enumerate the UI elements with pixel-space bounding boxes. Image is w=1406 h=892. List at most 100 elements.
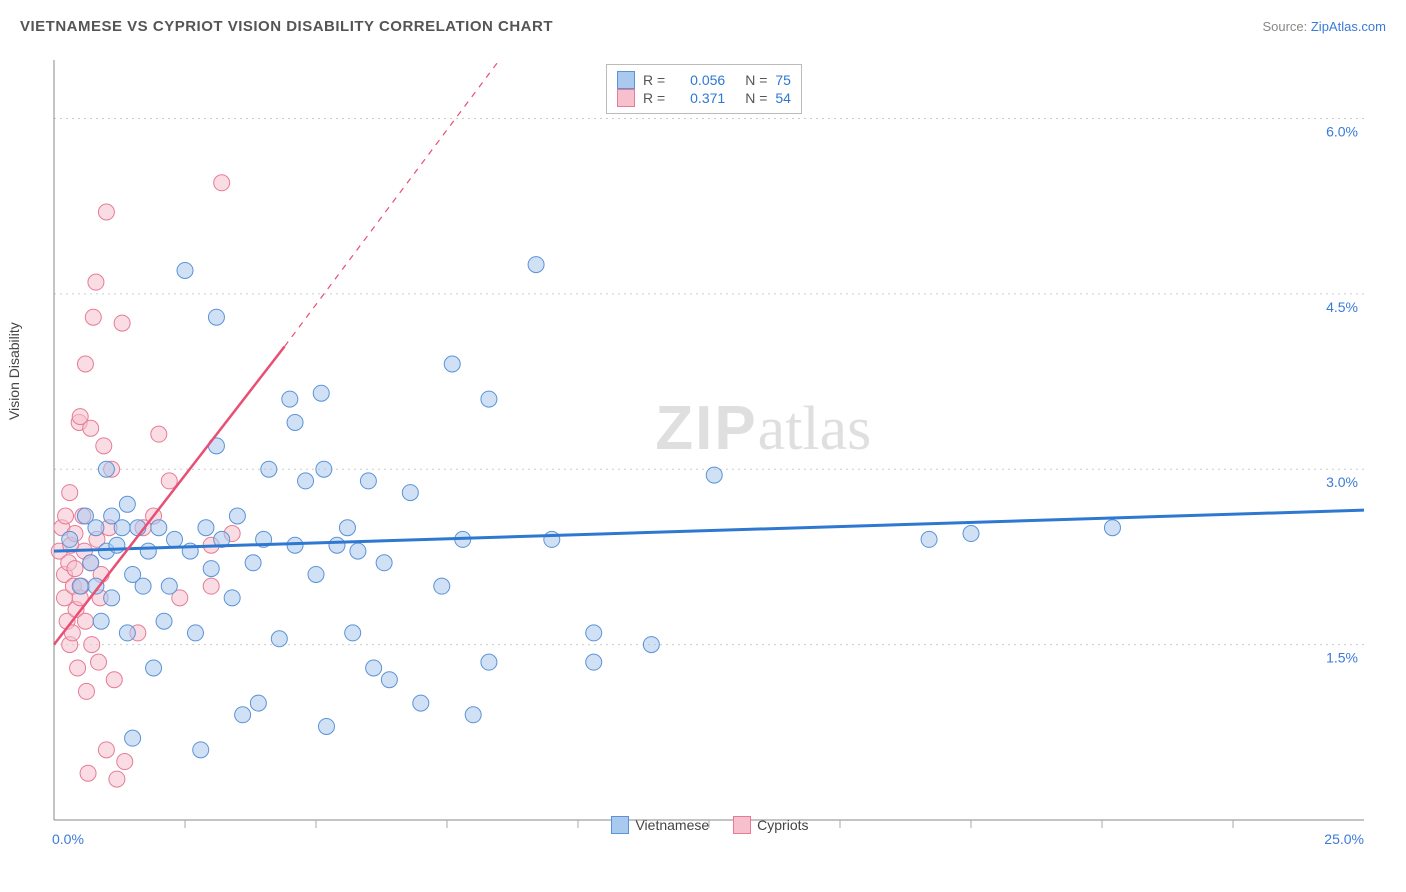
r-label: R =	[643, 72, 665, 88]
chart-title: VIETNAMESE VS CYPRIOT VISION DISABILITY …	[20, 18, 553, 35]
point-vietnamese	[465, 707, 481, 723]
point-vietnamese	[376, 555, 392, 571]
point-vietnamese	[151, 520, 167, 536]
point-vietnamese	[245, 555, 261, 571]
n-value: 54	[775, 90, 791, 106]
point-vietnamese	[586, 654, 602, 670]
point-vietnamese	[287, 537, 303, 553]
point-cypriot	[98, 742, 114, 758]
point-vietnamese	[198, 520, 214, 536]
point-cypriot	[106, 672, 122, 688]
point-cypriot	[80, 765, 96, 781]
point-vietnamese	[643, 637, 659, 653]
legend-label: Vietnamese	[635, 817, 709, 833]
point-cypriot	[83, 420, 99, 436]
legend-label: Cypriots	[757, 817, 808, 833]
point-vietnamese	[413, 695, 429, 711]
point-vietnamese	[544, 531, 560, 547]
point-vietnamese	[316, 461, 332, 477]
swatch-icon	[611, 816, 629, 834]
stats-legend: R = 0.056 N = 75 R = 0.371 N = 54	[606, 64, 802, 114]
point-vietnamese	[177, 262, 193, 278]
point-cypriot	[117, 754, 133, 770]
point-vietnamese	[434, 578, 450, 594]
scatter-chart: 1.5%3.0%4.5%6.0%0.0%25.0%	[44, 50, 1376, 840]
point-cypriot	[77, 356, 93, 372]
point-vietnamese	[706, 467, 722, 483]
point-cypriot	[77, 613, 93, 629]
r-value: 0.056	[673, 72, 725, 88]
point-vietnamese	[135, 578, 151, 594]
source-link[interactable]: ZipAtlas.com	[1311, 19, 1386, 34]
point-cypriot	[84, 637, 100, 653]
r-label: R =	[643, 90, 665, 106]
point-vietnamese	[146, 660, 162, 676]
point-cypriot	[214, 175, 230, 191]
point-vietnamese	[235, 707, 251, 723]
n-value: 75	[775, 72, 791, 88]
r-value: 0.371	[673, 90, 725, 106]
point-vietnamese	[350, 543, 366, 559]
point-cypriot	[151, 426, 167, 442]
point-vietnamese	[93, 613, 109, 629]
point-vietnamese	[444, 356, 460, 372]
point-vietnamese	[203, 561, 219, 577]
point-vietnamese	[109, 537, 125, 553]
point-cypriot	[78, 683, 94, 699]
point-vietnamese	[119, 625, 135, 641]
point-cypriot	[88, 274, 104, 290]
point-cypriot	[70, 660, 86, 676]
point-cypriot	[85, 309, 101, 325]
point-vietnamese	[161, 578, 177, 594]
point-cypriot	[62, 485, 78, 501]
point-vietnamese	[271, 631, 287, 647]
point-vietnamese	[208, 309, 224, 325]
point-vietnamese	[261, 461, 277, 477]
point-vietnamese	[167, 531, 183, 547]
point-vietnamese	[921, 531, 937, 547]
point-cypriot	[67, 561, 83, 577]
point-cypriot	[96, 438, 112, 454]
point-vietnamese	[313, 385, 329, 401]
n-label: N =	[745, 72, 767, 88]
trend-cypriot-extrapolated	[285, 60, 500, 346]
point-vietnamese	[83, 555, 99, 571]
point-vietnamese	[125, 730, 141, 746]
point-vietnamese	[329, 537, 345, 553]
point-vietnamese	[298, 473, 314, 489]
point-vietnamese	[381, 672, 397, 688]
point-vietnamese	[366, 660, 382, 676]
y-tick-label: 1.5%	[1326, 650, 1358, 666]
legend-item: Cypriots	[733, 816, 808, 834]
point-vietnamese	[318, 718, 334, 734]
point-vietnamese	[402, 485, 418, 501]
point-vietnamese	[287, 414, 303, 430]
point-vietnamese	[193, 742, 209, 758]
series-legend: Vietnamese Cypriots	[44, 816, 1376, 834]
point-vietnamese	[229, 508, 245, 524]
point-cypriot	[98, 204, 114, 220]
point-vietnamese	[586, 625, 602, 641]
y-tick-label: 3.0%	[1326, 474, 1358, 490]
chart-container: 1.5%3.0%4.5%6.0%0.0%25.0% ZIPatlas R =0.…	[44, 50, 1376, 840]
point-vietnamese	[282, 391, 298, 407]
point-cypriot	[109, 771, 125, 787]
point-vietnamese	[119, 496, 135, 512]
trend-cypriot	[54, 346, 285, 644]
source-prefix: Source:	[1262, 19, 1310, 34]
source-label: Source: ZipAtlas.com	[1262, 19, 1386, 34]
point-vietnamese	[1104, 520, 1120, 536]
point-vietnamese	[339, 520, 355, 536]
point-vietnamese	[187, 625, 203, 641]
point-cypriot	[58, 508, 74, 524]
swatch-icon	[617, 89, 635, 107]
legend-item: Vietnamese	[611, 816, 709, 834]
n-label: N =	[745, 90, 767, 106]
stats-row: R = 0.056 N = 75	[617, 71, 791, 89]
point-vietnamese	[481, 391, 497, 407]
point-vietnamese	[98, 461, 114, 477]
point-vietnamese	[156, 613, 172, 629]
point-vietnamese	[72, 578, 88, 594]
y-axis-label: Vision Disability	[6, 322, 22, 420]
point-vietnamese	[104, 590, 120, 606]
